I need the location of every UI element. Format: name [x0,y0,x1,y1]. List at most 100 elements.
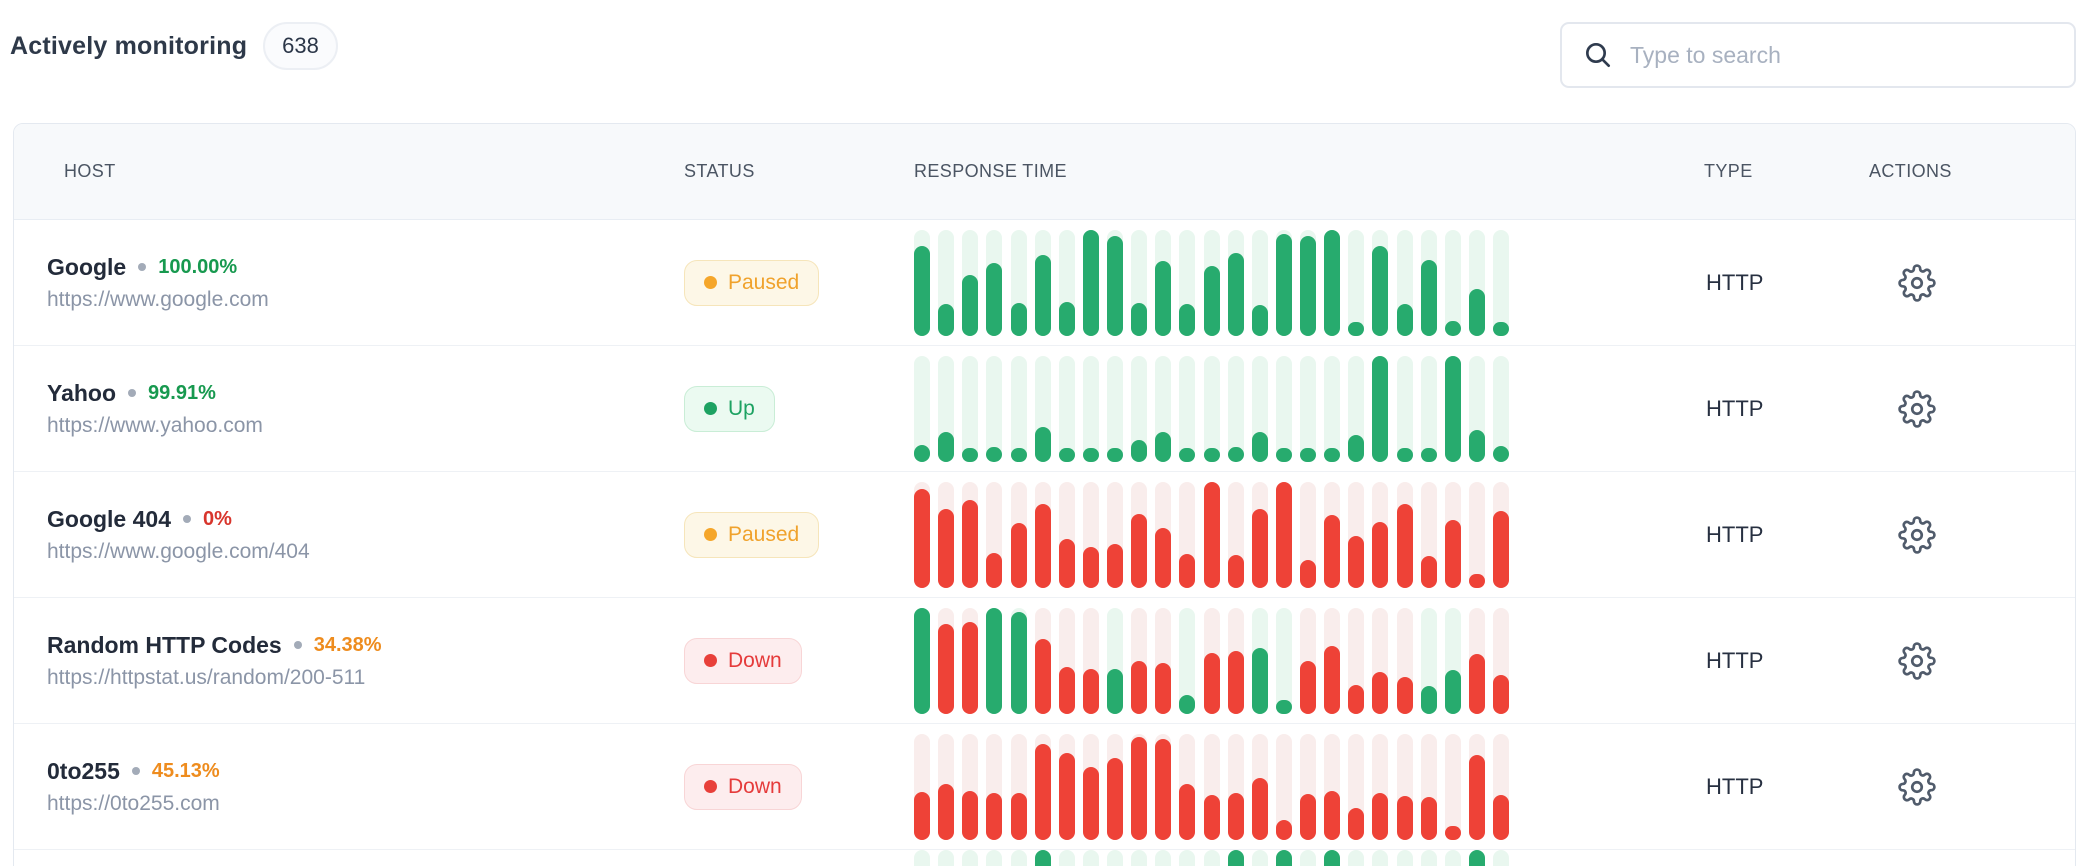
response-bar[interactable] [962,499,979,588]
response-bar[interactable] [1107,544,1123,588]
response-bar[interactable] [938,303,955,336]
response-bar[interactable] [1058,538,1075,588]
response-bar[interactable] [1203,447,1220,462]
response-bar[interactable] [1179,447,1196,462]
response-bar[interactable] [914,607,930,714]
response-bar[interactable] [1493,445,1509,462]
response-bar[interactable] [1082,229,1099,336]
response-bar[interactable] [1493,794,1509,840]
response-bar[interactable] [914,246,930,336]
response-bar[interactable] [1227,554,1244,588]
response-bar[interactable] [986,552,1003,588]
response-bar[interactable] [938,784,955,840]
response-bar[interactable] [1324,447,1341,462]
response-bar[interactable] [1300,793,1316,840]
response-bar[interactable] [1082,668,1099,714]
response-bar[interactable] [1372,355,1389,462]
gear-icon[interactable] [1895,387,1939,431]
response-bar[interactable] [1010,447,1027,462]
response-bar[interactable] [914,791,930,840]
response-bar[interactable] [1251,431,1268,462]
search-input[interactable] [1630,24,2054,86]
response-bar[interactable] [1034,744,1051,840]
response-bar[interactable] [1227,446,1244,462]
response-bar[interactable] [1300,447,1316,462]
response-bar[interactable] [1131,736,1148,840]
response-bar[interactable] [1396,677,1413,714]
response-bar[interactable] [1203,481,1220,588]
response-bar[interactable] [1179,695,1196,714]
response-bar[interactable] [1420,685,1437,714]
response-bar[interactable] [914,444,930,462]
response-bar[interactable] [1444,825,1461,840]
response-bar[interactable] [1203,653,1220,714]
response-bar[interactable] [1396,503,1413,588]
response-bar[interactable] [1468,654,1485,714]
response-bar[interactable] [1468,288,1485,336]
monitor-name[interactable]: Google 404 [47,505,171,532]
response-bar[interactable] [1324,790,1341,840]
response-bar[interactable] [1324,645,1341,714]
response-bar[interactable] [1275,820,1292,840]
response-bar[interactable] [1348,535,1365,588]
monitor-name[interactable]: Yahoo [47,379,117,406]
response-bar[interactable] [1179,303,1196,336]
response-bar[interactable] [1420,555,1437,588]
gear-icon[interactable] [1895,261,1939,305]
response-bar[interactable] [1107,235,1123,336]
response-bar[interactable] [1131,514,1148,588]
response-bar[interactable] [1155,738,1172,840]
response-bar[interactable] [1227,252,1244,336]
response-bar[interactable] [1034,503,1051,588]
response-bar[interactable] [938,624,955,714]
response-bar[interactable] [986,792,1003,840]
response-bar[interactable] [1444,519,1461,588]
response-bar[interactable] [1300,559,1316,588]
gear-icon[interactable] [1895,513,1939,557]
response-bar[interactable] [1179,553,1196,588]
response-bar[interactable] [962,790,979,840]
response-bar[interactable] [1010,302,1027,336]
monitor-name[interactable]: Google [47,253,127,280]
response-bar[interactable] [1324,229,1341,336]
response-bar[interactable] [986,607,1003,714]
response-bar[interactable] [1348,684,1365,714]
response-bar[interactable] [1300,235,1316,336]
search-box[interactable] [1560,22,2076,88]
response-bar[interactable] [1396,796,1413,840]
gear-icon[interactable] [1895,765,1939,809]
response-bar[interactable] [986,446,1003,462]
response-bar[interactable] [1155,662,1172,714]
response-bar[interactable] [914,488,930,588]
response-bar[interactable] [1131,440,1148,462]
response-bar[interactable] [1275,699,1292,714]
response-bar[interactable] [1493,675,1509,714]
response-bar[interactable] [962,447,979,462]
response-bar[interactable] [1251,304,1268,336]
response-bar[interactable] [1107,757,1123,840]
response-bar[interactable] [1010,792,1027,840]
response-bar[interactable] [1348,435,1365,462]
response-bar[interactable] [1155,431,1172,462]
response-bar[interactable] [1324,515,1341,588]
response-bar[interactable] [1082,767,1099,840]
response-bar[interactable] [1155,528,1172,588]
response-bar[interactable] [1227,650,1244,714]
gear-icon[interactable] [1895,639,1939,683]
response-bar[interactable] [1227,792,1244,840]
response-bar[interactable] [1058,666,1075,714]
response-bar[interactable] [1444,670,1461,714]
response-bar[interactable] [1372,521,1389,588]
response-bar[interactable] [1251,509,1268,588]
response-bar[interactable] [1348,321,1365,336]
response-bar[interactable] [1420,797,1437,840]
response-bar[interactable] [1300,660,1316,714]
response-bar[interactable] [1372,246,1389,336]
response-bar[interactable] [1372,672,1389,714]
response-bar[interactable] [1155,261,1172,336]
response-bar[interactable] [1493,511,1509,588]
response-bar[interactable] [1058,752,1075,840]
response-bar[interactable] [1179,784,1196,840]
response-bar[interactable] [1444,320,1461,336]
response-bar[interactable] [1010,522,1027,588]
